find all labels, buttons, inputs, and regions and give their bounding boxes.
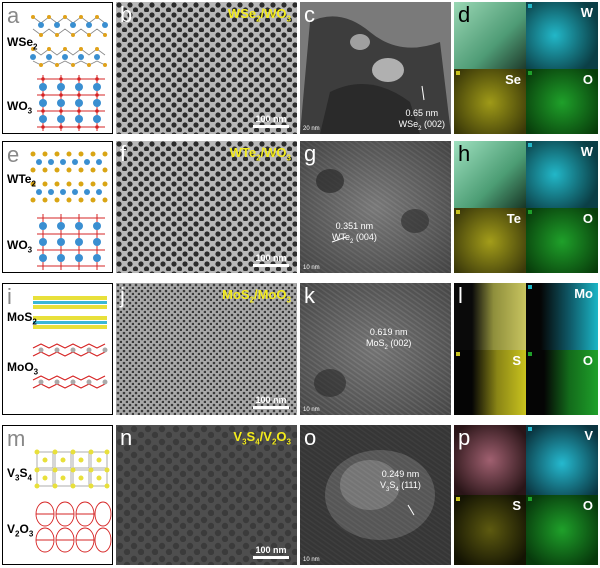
panel-i-schematic: i MoS2 MoO3 xyxy=(2,283,113,415)
panel-letter: k xyxy=(304,283,315,308)
scale-bar-label: 10 nm xyxy=(303,557,320,563)
panel-letter: j xyxy=(120,283,125,308)
top-material-label: WTe2 xyxy=(7,172,36,189)
sem-image xyxy=(116,283,297,415)
panel-letter: c xyxy=(304,2,315,27)
o-map: O xyxy=(526,495,598,565)
panel-letter: d xyxy=(458,2,471,27)
v-map: V xyxy=(526,425,598,495)
wse2-wo3-structure-diagram xyxy=(30,15,108,131)
bottom-material-label: WO3 xyxy=(7,238,33,255)
scale-bar-label: 20 nm xyxy=(303,126,320,132)
s-map: S xyxy=(454,495,526,565)
lattice-annotation: 0.249 nm V3S4 (111) xyxy=(380,469,421,493)
mos2-moo3-structure-diagram xyxy=(32,296,108,389)
panel-letter: n xyxy=(120,425,133,450)
panel-j-sem: j MoS2/MoO3 100 nm xyxy=(116,283,297,415)
overlay-map: d xyxy=(454,2,526,69)
se-map: Se xyxy=(454,69,526,134)
sem-image xyxy=(116,141,297,273)
sem-image xyxy=(116,2,297,134)
top-material-label: WSe2 xyxy=(7,35,38,52)
scale-bar: 100 nm xyxy=(253,253,289,267)
panel-g-tem: g 0.351 nm WTe2 (004) 10 nm xyxy=(300,141,451,273)
panel-letter: o xyxy=(304,425,317,450)
top-material-label: MoS2 xyxy=(7,310,37,327)
panel-l-eds-maps: l Mo S O xyxy=(454,283,598,415)
v3s4-v2o3-structure-diagram xyxy=(34,449,112,553)
bottom-material-label: MoO3 xyxy=(7,360,39,377)
o-map: O xyxy=(526,350,598,415)
overlay-map: l xyxy=(454,283,526,350)
overlay-map: p xyxy=(454,425,526,495)
panel-letter: a xyxy=(7,3,20,28)
scale-bar: 100 nm xyxy=(253,545,289,559)
sem-title: WTe2/WO3 xyxy=(229,145,291,163)
scale-bar-label: 10 nm xyxy=(303,407,320,413)
scale-bar-label: 10 nm xyxy=(303,265,320,271)
te-map: Te xyxy=(454,208,526,273)
lattice-annotation: 0.65 nm WSe2 (002) xyxy=(398,108,445,132)
w-map: W xyxy=(526,2,598,69)
panel-letter: m xyxy=(7,426,26,451)
panel-letter: f xyxy=(120,141,127,166)
lattice-annotation: 0.351 nm WTe2 (004) xyxy=(332,221,377,245)
sem-title: WSe2/WO3 xyxy=(227,6,291,24)
panel-n-sem: n V3S4/V2O3 100 nm xyxy=(116,425,297,565)
sem-title: MoS2/MoO3 xyxy=(222,287,291,305)
o-map: O xyxy=(526,69,598,134)
s-map: S xyxy=(454,350,526,415)
panel-letter: e xyxy=(7,142,20,167)
panel-k-tem: k 0.619 nm MoS2 (002) 10 nm xyxy=(300,283,451,415)
mo-map: Mo xyxy=(526,283,598,350)
panel-c-tem: c 0.65 nm WSe2 (002) 20 nm xyxy=(300,2,451,134)
tem-image xyxy=(300,283,451,415)
scale-bar: 100 nm xyxy=(253,114,289,128)
wte2-wo3-structure-diagram xyxy=(30,151,108,270)
panel-m-schematic: m V3S4 V2O3 xyxy=(2,425,113,565)
o-map: O xyxy=(526,208,598,273)
panel-e-schematic: e WTe2 WO3 xyxy=(2,141,113,273)
tem-image xyxy=(300,141,451,273)
bottom-material-label: V2O3 xyxy=(7,522,34,539)
panel-letter: p xyxy=(458,425,471,450)
panel-letter: g xyxy=(304,141,317,166)
overlay-map: h xyxy=(454,141,526,208)
w-map: W xyxy=(526,141,598,208)
panel-letter: i xyxy=(7,284,12,309)
tem-image xyxy=(300,425,451,565)
top-material-label: V3S4 xyxy=(7,466,32,483)
panel-letter: h xyxy=(458,141,471,166)
sem-image xyxy=(116,425,297,565)
panel-o-tem: o 0.249 nm V3S4 (111) 10 nm xyxy=(300,425,451,565)
panel-letter: b xyxy=(120,2,133,27)
bottom-material-label: WO3 xyxy=(7,99,33,116)
scale-bar: 100 nm xyxy=(253,395,289,409)
lattice-annotation: 0.619 nm MoS2 (002) xyxy=(366,327,412,351)
panel-h-eds-maps: h W Te O xyxy=(454,141,598,273)
panel-f-sem: f WTe2/WO3 100 nm xyxy=(116,141,297,273)
panel-p-eds-maps: p V S O xyxy=(454,425,598,565)
panel-d-eds-maps: d W Se O xyxy=(454,2,598,134)
tem-image xyxy=(300,2,451,134)
panel-letter: l xyxy=(458,283,463,308)
sem-title: V3S4/V2O3 xyxy=(233,429,291,447)
panel-a-schematic: a xyxy=(2,2,113,134)
panel-b-sem: b WSe2/WO3 100 nm xyxy=(116,2,297,134)
